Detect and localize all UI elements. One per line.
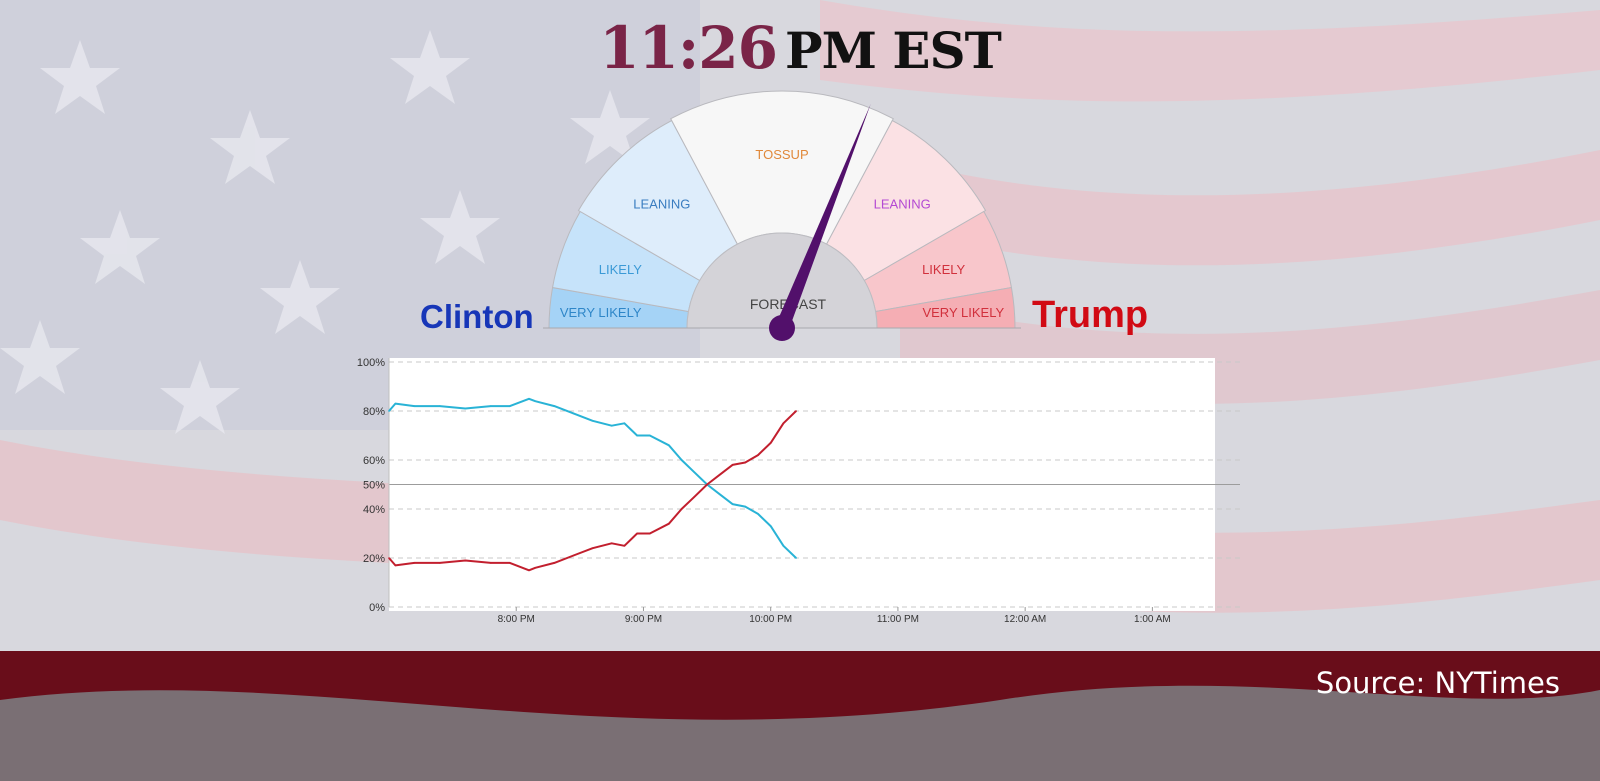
y-tick-label: 80% xyxy=(363,406,385,418)
gauge-label-0: VERY LIKELY xyxy=(560,305,642,320)
series-1-point xyxy=(731,464,734,466)
series-1-point xyxy=(693,495,696,498)
series-1-point xyxy=(591,547,594,549)
series-1-point xyxy=(757,454,759,456)
series-0-point xyxy=(757,513,759,515)
gauge-hub xyxy=(686,232,878,329)
series-1-point xyxy=(668,522,670,525)
gauge-needle xyxy=(775,103,871,331)
series-1-point xyxy=(680,508,683,510)
x-tick-label: 10:00 PM xyxy=(749,614,792,625)
series-0-point xyxy=(489,405,492,407)
series-1-point xyxy=(534,567,537,569)
gauge-label-5: LIKELY xyxy=(922,262,965,277)
gauge-label-4: LEANING xyxy=(874,197,931,212)
series-1-point xyxy=(744,461,747,464)
gauge-label-3: TOSSUP xyxy=(755,147,808,162)
series-0-point xyxy=(636,434,638,437)
time-zone: PM EST xyxy=(785,21,1002,80)
series-1-point xyxy=(388,557,390,559)
series-0-point xyxy=(572,412,575,415)
series-0-point xyxy=(528,397,530,400)
gauge-label-6: VERY LIKELY xyxy=(922,305,1004,320)
series-0-point xyxy=(534,400,537,403)
x-tick-label: 1:00 AM xyxy=(1134,614,1171,625)
series-0-point xyxy=(693,471,696,474)
series-0-point xyxy=(610,424,613,427)
source-credit: Source: NYTimes xyxy=(1315,666,1560,700)
series-0-point xyxy=(553,405,556,407)
series-1-point xyxy=(553,562,556,564)
series-0-point xyxy=(719,493,721,496)
candidate-clinton: Clinton xyxy=(420,298,534,335)
series-0-point xyxy=(394,402,397,405)
series-1-point xyxy=(509,562,511,564)
gauge-needle-pivot xyxy=(769,315,795,341)
series-1-point xyxy=(528,569,530,572)
series-0-point xyxy=(731,503,734,505)
series-0-point xyxy=(464,407,467,410)
series-0-point xyxy=(795,557,797,559)
series-0-point xyxy=(769,525,772,527)
series-0-point xyxy=(413,405,416,407)
y-tick-label: 40% xyxy=(363,504,385,516)
time-value: 11:26 xyxy=(599,14,778,82)
gauge-label-1: LIKELY xyxy=(599,262,642,277)
series-1-point xyxy=(636,532,638,535)
y-tick-label: 50% xyxy=(363,480,385,492)
series-1-point xyxy=(572,554,575,557)
gauge-label-2: LEANING xyxy=(633,197,690,212)
series-1-point xyxy=(394,564,397,567)
series-1-point xyxy=(769,442,772,444)
series-1-point xyxy=(439,562,441,564)
x-tick-label: 12:00 AM xyxy=(1004,614,1046,625)
series-0-point xyxy=(623,422,626,425)
series-0-point xyxy=(591,420,594,422)
series-0-point xyxy=(668,444,670,447)
y-tick-label: 20% xyxy=(363,553,385,565)
series-1-point xyxy=(464,559,467,562)
series-0-point xyxy=(509,405,511,407)
y-tick-label: 60% xyxy=(363,455,385,467)
y-tick-label: 100% xyxy=(357,357,385,369)
source-bar xyxy=(0,651,1600,781)
series-0-point xyxy=(439,405,441,407)
series-1-point xyxy=(610,542,613,545)
x-tick-label: 9:00 PM xyxy=(625,614,662,625)
series-1-point xyxy=(719,473,721,476)
series-0-point xyxy=(388,410,390,412)
series-0-point xyxy=(744,505,747,508)
series-1-point xyxy=(489,562,492,564)
series-0-point xyxy=(649,434,651,437)
x-tick-label: 11:00 PM xyxy=(877,614,919,625)
series-1-point xyxy=(795,410,797,412)
series-1-point xyxy=(782,422,785,425)
y-tick-label: 0% xyxy=(369,602,385,614)
x-tick-label: 8:00 PM xyxy=(498,614,535,625)
series-0-point xyxy=(680,459,683,461)
series-1-point xyxy=(706,483,708,486)
time-display: 11:26 PM EST xyxy=(0,14,1600,82)
series-0-point xyxy=(782,544,785,547)
series-1-point xyxy=(649,532,651,535)
series-1-point xyxy=(623,544,626,547)
series-1-point xyxy=(413,562,416,564)
candidate-trump: Trump xyxy=(1032,294,1149,336)
